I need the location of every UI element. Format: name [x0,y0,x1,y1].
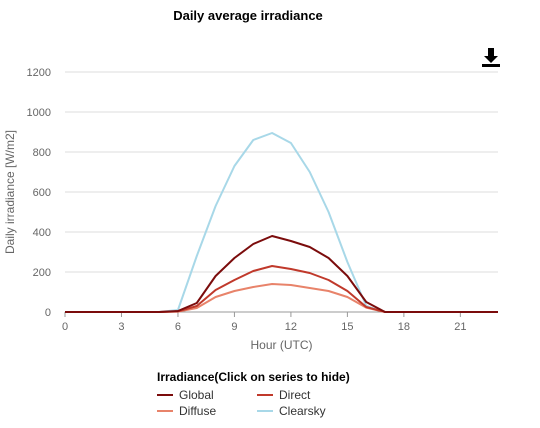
y-tick-label: 1200 [27,67,51,79]
y-tick-label: 600 [33,187,51,199]
legend-label: Direct [279,387,311,402]
x-tick-label: 0 [62,321,68,333]
x-axis-title: Hour (UTC) [251,338,313,352]
y-tick-label: 1000 [27,107,51,119]
x-tick-label: 9 [231,321,237,333]
y-tick-label: 0 [45,307,51,319]
legend-label: Diffuse [179,403,217,418]
legend-grid: Global Direct Diffuse Clearsky [157,387,417,418]
legend-label: Clearsky [279,403,326,418]
legend-title: Irradiance(Click on series to hide) [157,370,350,384]
legend-swatch [157,409,173,412]
x-tick-label: 18 [398,321,410,333]
series-line-diffuse [65,283,498,313]
line-chart: 0 200 400 600 800 1000 1200 0 3 6 9 12 15 18 21 Hour (U… [3,67,498,352]
legend-item-global[interactable]: Global [157,387,257,402]
legend-item-clearsky[interactable]: Clearsky [257,403,367,418]
x-tick-label: 6 [175,321,181,333]
legend-swatch [157,393,173,396]
series-line-global [65,235,498,313]
x-tick-label: 12 [285,321,297,333]
download-icon[interactable] [480,46,502,68]
legend-label: Global [179,387,214,402]
x-tick-label: 15 [341,321,353,333]
legend-swatch [257,393,273,396]
legend-item-direct[interactable]: Direct [257,387,367,402]
y-tick-label: 200 [33,267,51,279]
y-tick-label: 400 [33,227,51,239]
legend: Irradiance(Click on series to hide) Glob… [157,370,417,418]
legend-item-diffuse[interactable]: Diffuse [157,403,257,418]
y-tick-label: 800 [33,147,51,159]
y-axis-title: Daily irradiance [W/m2] [3,130,17,254]
legend-swatch [257,409,273,412]
x-tick-label: 3 [118,321,124,333]
x-tick-label: 21 [454,321,466,333]
series-line-direct [65,265,498,313]
chart-title: Daily average irradiance [173,8,323,23]
